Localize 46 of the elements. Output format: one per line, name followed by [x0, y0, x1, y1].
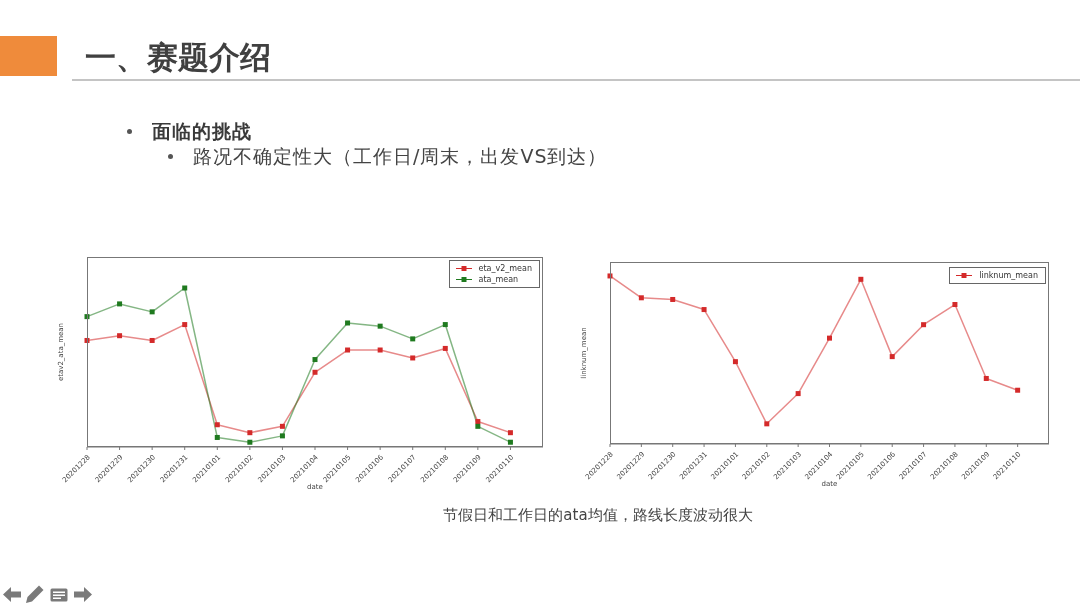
point [827, 335, 832, 341]
point [795, 391, 801, 397]
point [410, 355, 416, 361]
text: 面临的挑战 [152, 119, 252, 143]
point [247, 430, 253, 436]
point [149, 337, 155, 343]
legend-label: linknum_mean [979, 271, 1038, 280]
point [638, 295, 644, 301]
point [117, 333, 123, 339]
point [732, 359, 738, 365]
point [182, 285, 188, 291]
point [475, 419, 481, 425]
point [983, 375, 989, 381]
point [1015, 387, 1021, 393]
point [442, 345, 448, 351]
point [952, 302, 958, 308]
point [701, 307, 707, 313]
point [182, 322, 188, 328]
point [149, 309, 155, 315]
point [507, 439, 513, 445]
point [345, 320, 351, 326]
point [312, 369, 318, 375]
point [345, 347, 351, 353]
point [921, 322, 927, 328]
point [117, 301, 123, 307]
point [670, 296, 676, 302]
point [442, 322, 448, 328]
point [377, 347, 383, 353]
point [247, 439, 253, 445]
point [410, 336, 416, 342]
point [377, 323, 383, 329]
legend-label: ata_mean [478, 275, 519, 284]
point [312, 357, 318, 363]
text: 节假日和工作日的ata均值，路线长度波动很大 [442, 505, 754, 526]
point [858, 276, 864, 282]
point [764, 421, 770, 427]
point [889, 354, 895, 360]
point [279, 423, 285, 429]
point [507, 430, 513, 436]
point [475, 423, 481, 429]
point [214, 422, 220, 428]
point [279, 433, 285, 439]
point [214, 434, 220, 440]
text: 一、赛题介绍 [85, 38, 271, 76]
text: 路况不确定性大（工作日/周末，出发VS到达） [193, 144, 608, 168]
legend-label: eta_v2_mean [478, 264, 532, 273]
